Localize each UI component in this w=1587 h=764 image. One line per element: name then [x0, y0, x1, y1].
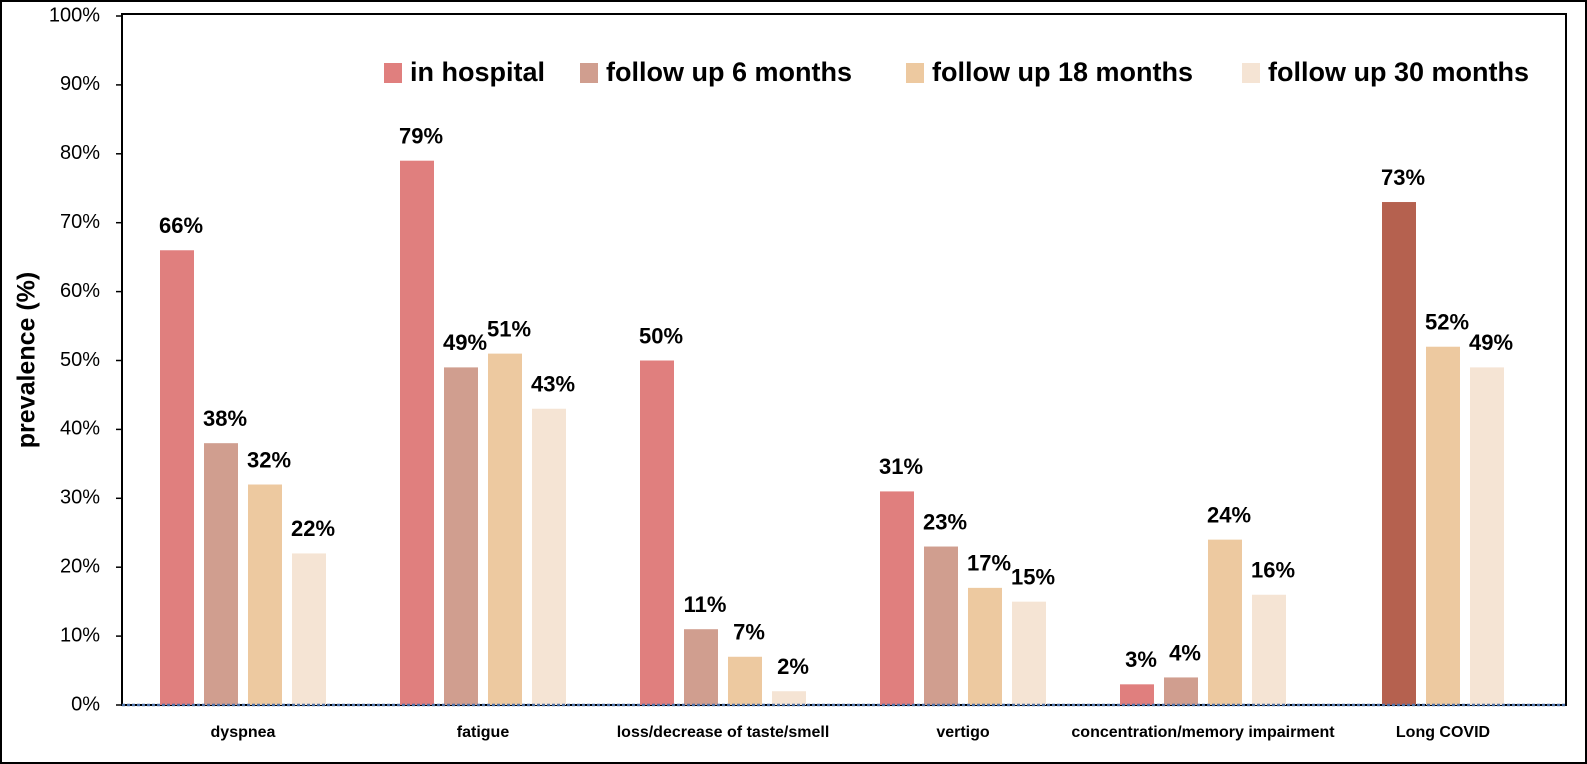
- legend-swatch: [1242, 63, 1260, 83]
- bar: [488, 353, 522, 705]
- y-tick-label: 90%: [60, 73, 100, 95]
- value-label: 79%: [399, 124, 443, 149]
- bar: [684, 629, 718, 705]
- value-label: 2%: [777, 654, 809, 679]
- value-label: 73%: [1381, 165, 1425, 190]
- value-label: 3%: [1125, 647, 1157, 672]
- value-label: 24%: [1207, 502, 1251, 527]
- value-label: 4%: [1169, 640, 1201, 665]
- bar: [204, 443, 238, 705]
- value-label: 52%: [1425, 310, 1469, 335]
- value-label: 49%: [1469, 330, 1513, 355]
- y-tick-label: 10%: [60, 624, 100, 646]
- value-label: 16%: [1251, 558, 1295, 583]
- bar: [400, 160, 434, 705]
- x-tick-label: concentration/memory impairment: [1071, 724, 1335, 741]
- value-label: 15%: [1011, 564, 1055, 589]
- bar: [1252, 594, 1286, 705]
- value-label: 66%: [159, 213, 203, 238]
- legend-swatch: [906, 63, 924, 83]
- legend-label: follow up 30 months: [1268, 57, 1529, 87]
- bar: [1012, 601, 1046, 705]
- bar: [728, 656, 762, 705]
- value-label: 38%: [203, 406, 247, 431]
- value-label: 11%: [684, 592, 727, 617]
- bar: [1470, 367, 1504, 705]
- bar: [1164, 677, 1198, 705]
- value-label: 7%: [733, 620, 765, 645]
- legend-label: in hospital: [410, 57, 545, 87]
- value-label: 50%: [639, 323, 683, 348]
- y-tick-label: 80%: [60, 142, 100, 164]
- bar: [1208, 539, 1242, 705]
- bar: [924, 546, 958, 705]
- bar: [444, 367, 478, 705]
- bar: [640, 360, 674, 705]
- value-label: 22%: [291, 516, 335, 541]
- legend-label: follow up 18 months: [932, 57, 1193, 87]
- y-axis-title: prevalence (%): [13, 272, 41, 448]
- bar: [1382, 202, 1416, 705]
- x-tick-label: vertigo: [936, 724, 990, 741]
- y-tick-label: 20%: [60, 555, 100, 577]
- y-tick-label: 40%: [60, 418, 100, 440]
- legend-swatch: [384, 63, 402, 83]
- bar: [532, 408, 566, 705]
- bar: [1120, 684, 1154, 705]
- bar: [292, 553, 326, 705]
- value-label: 31%: [879, 454, 923, 479]
- bar: [880, 491, 914, 705]
- value-label: 43%: [531, 372, 575, 397]
- y-tick-label: 60%: [60, 280, 100, 302]
- legend-swatch: [580, 63, 598, 83]
- bar: [772, 691, 806, 705]
- value-label: 49%: [443, 330, 487, 355]
- value-label: 17%: [967, 551, 1011, 576]
- y-tick-label: 50%: [60, 349, 100, 371]
- value-label: 23%: [923, 509, 967, 534]
- bar: [968, 587, 1002, 705]
- bar: [248, 484, 282, 705]
- x-tick-label: dyspnea: [211, 724, 276, 741]
- y-tick-label: 30%: [60, 487, 100, 509]
- value-label: 32%: [247, 447, 291, 472]
- value-label: 51%: [487, 316, 531, 341]
- x-tick-label: Long COVID: [1396, 724, 1490, 741]
- legend-label: follow up 6 months: [606, 57, 852, 87]
- y-tick-label: 0%: [71, 693, 100, 715]
- x-tick-label: fatigue: [457, 724, 510, 741]
- bar: [1426, 346, 1460, 705]
- x-tick-label: loss/decrease of taste/smell: [617, 724, 830, 741]
- y-tick-label: 70%: [60, 211, 100, 233]
- y-tick-label: 100%: [49, 4, 100, 26]
- bar: [160, 250, 194, 705]
